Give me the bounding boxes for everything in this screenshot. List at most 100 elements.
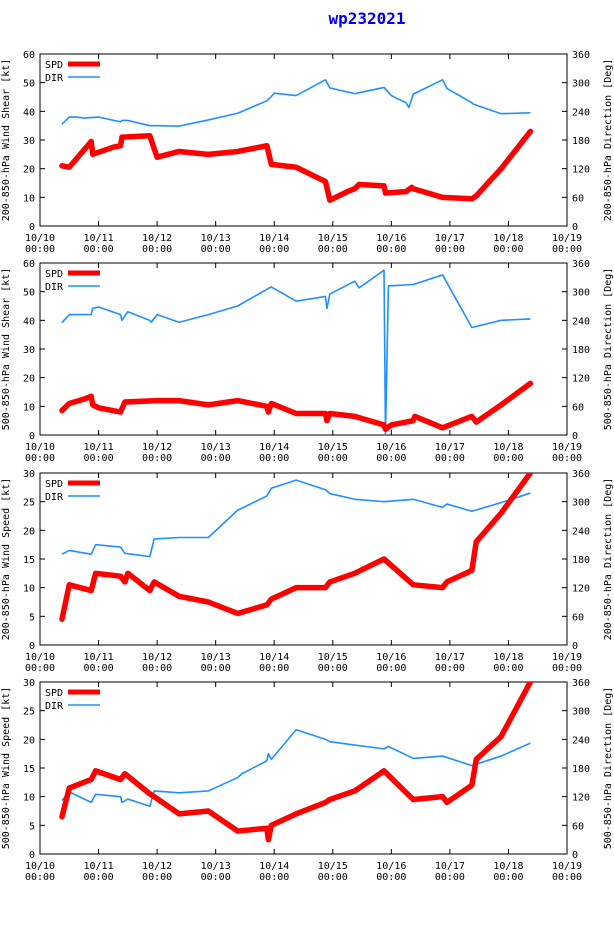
legend-spd-label: SPD [45,60,63,71]
x-tick-label-time: 00:00 [84,453,114,464]
x-tick-label-time: 00:00 [259,872,289,883]
x-tick-label-date: 10/17 [435,652,465,663]
series-dir-line [61,728,531,808]
series-group [59,79,534,203]
y2-tick-label: 360 [572,469,590,480]
x-tick-label-time: 00:00 [201,453,231,464]
x-tick-label-date: 10/17 [435,233,465,244]
y2-tick-label: 0 [572,431,578,442]
legend-dir-label: DIR [45,492,64,503]
y-tick-label: 60 [23,50,35,61]
y2-tick-label: 120 [572,165,590,176]
x-tick-label-date: 10/17 [435,442,465,453]
x-tick-label-date: 10/11 [84,442,114,453]
y-tick-label: 10 [23,193,35,204]
legend-dir-label: DIR [45,701,64,712]
y-tick-label: 30 [23,469,35,480]
x-tick-label-date: 10/15 [318,233,348,244]
x-tick-label-date: 10/18 [493,652,523,663]
x-tick-label-date: 10/11 [84,233,114,244]
y-tick-label: 20 [23,735,35,746]
x-tick-label-date: 10/12 [142,861,172,872]
x-tick-label-date: 10/10 [25,233,55,244]
y2-tick-label: 240 [572,526,590,537]
x-tick-label-time: 00:00 [142,872,172,883]
x-tick-label-time: 00:00 [552,663,582,674]
y2-tick-label: 0 [572,850,578,861]
x-tick-label-time: 00:00 [259,453,289,464]
x-tick-label-time: 00:00 [435,244,465,255]
x-tick-label-date: 10/15 [318,861,348,872]
chart-panel-4: 10/1000:0010/1100:0010/1200:0010/1300:00… [1,678,614,883]
x-tick-label-time: 00:00 [142,244,172,255]
x-tick-label-time: 00:00 [25,663,55,674]
y-tick-label: 20 [23,526,35,537]
y-axis-title: 200-850-hPa Wind Speed [kt] [1,478,12,641]
x-tick-label-date: 10/10 [25,442,55,453]
y-tick-label: 20 [23,374,35,385]
legend-dir-label: DIR [45,73,64,84]
y-tick-label: 25 [23,498,35,509]
x-tick-label-time: 00:00 [201,663,231,674]
y2-tick-label: 360 [572,678,590,689]
x-tick-label-date: 10/16 [376,442,406,453]
x-tick-label-time: 00:00 [25,453,55,464]
y2-axis-title: 200-850-hPa Direction [Deg] [603,59,614,222]
series-spd-line [59,682,534,843]
y-tick-label: 5 [29,612,35,623]
y2-tick-label: 60 [572,612,584,623]
y-tick-label: 5 [29,821,35,832]
x-tick-label-time: 00:00 [318,872,348,883]
x-tick-label-time: 00:00 [201,244,231,255]
series-group [59,473,534,622]
y2-tick-label: 360 [572,50,590,61]
x-tick-label-date: 10/16 [376,652,406,663]
x-tick-label-time: 00:00 [318,663,348,674]
legend: SPD DIR [45,688,100,712]
x-tick-label-time: 00:00 [435,663,465,674]
y2-tick-label: 300 [572,707,590,718]
x-tick-label-date: 10/13 [201,233,231,244]
y-tick-label: 50 [23,288,35,299]
y2-axis-title: 500-850-hPa Direction [Deg] [603,268,614,431]
x-tick-label-time: 00:00 [493,663,523,674]
x-tick-label-time: 00:00 [84,663,114,674]
y2-tick-label: 120 [572,374,590,385]
x-tick-label-time: 00:00 [552,872,582,883]
y-tick-label: 50 [23,79,35,90]
legend-spd-label: SPD [45,479,63,490]
y2-tick-label: 120 [572,793,590,804]
x-tick-label-time: 00:00 [259,663,289,674]
chart-panel-3: 10/1000:0010/1100:0010/1200:0010/1300:00… [1,469,614,674]
legend: SPD DIR [45,479,100,503]
y2-tick-label: 180 [572,555,590,566]
y-tick-label: 40 [23,107,35,118]
chart-panel-1: 10/1000:0010/1100:0010/1200:0010/1300:00… [1,50,614,255]
x-tick-label-time: 00:00 [376,872,406,883]
legend-spd-label: SPD [45,688,63,699]
y-tick-label: 10 [23,584,35,595]
x-tick-label-time: 00:00 [376,663,406,674]
x-tick-label-time: 00:00 [376,244,406,255]
x-tick-label-time: 00:00 [552,453,582,464]
x-tick-label-time: 00:00 [142,663,172,674]
x-tick-label-date: 10/14 [259,233,289,244]
x-tick-label-time: 00:00 [435,872,465,883]
legend: SPD DIR [45,269,100,293]
x-tick-label-date: 10/13 [201,652,231,663]
plot-frame [39,472,568,646]
y2-tick-label: 360 [572,259,590,270]
x-tick-label-date: 10/15 [318,652,348,663]
legend-spd-label: SPD [45,269,63,280]
x-tick-label-date: 10/19 [552,233,582,244]
y-tick-label: 20 [23,165,35,176]
x-tick-label-date: 10/12 [142,442,172,453]
y-tick-label: 40 [23,316,35,327]
x-tick-label-date: 10/12 [142,233,172,244]
series-group [59,682,534,843]
y2-axis-title: 200-850-hPa Direction [Deg] [603,478,614,641]
chart-panel-2: 10/1000:0010/1100:0010/1200:0010/1300:00… [1,259,614,464]
x-tick-label-date: 10/13 [201,861,231,872]
x-tick-label-date: 10/14 [259,861,289,872]
x-tick-label-date: 10/16 [376,233,406,244]
